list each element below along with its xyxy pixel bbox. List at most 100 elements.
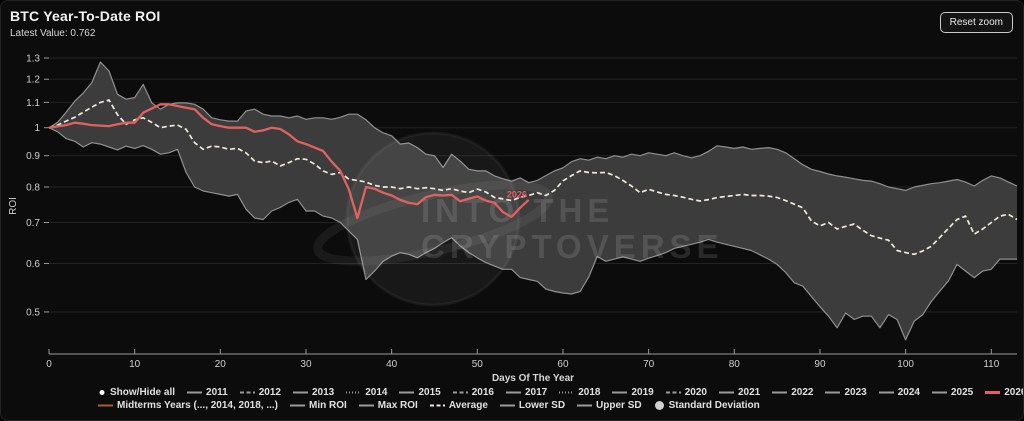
legend-item-2018[interactable]: 2018 [559,387,600,398]
svg-text:70: 70 [643,359,655,370]
svg-text:20: 20 [215,359,227,370]
legend-item-2017[interactable]: 2017 [505,387,548,398]
legend-swatch [878,391,894,394]
legend-swatch [825,391,841,394]
legend-item-label: 2012 [258,387,281,398]
legend-item-2024[interactable]: 2024 [878,387,920,398]
year-2026-line [48,103,530,220]
legend-item-label: 2015 [418,387,441,398]
svg-text:0: 0 [46,359,52,370]
legend-item-2014[interactable]: 2014 [346,387,387,398]
chart-subtitle: Latest Value: 0.762 [10,28,96,39]
legend-item-label: Max ROI [377,400,418,411]
std-deviation-band [49,62,1017,340]
legend-row-1: Show/Hide all 2011 2012 2013 2014 2015 2016 201… [98,387,1023,398]
svg-text:60: 60 [557,359,569,370]
legend-item-upper-sd[interactable]: Upper SD [577,400,642,411]
svg-text:0.7: 0.7 [26,218,40,229]
legend-item-label: 2024 [897,387,920,398]
legend-item-label: 2017 [524,387,548,398]
svg-text:40: 40 [386,359,398,370]
legend-swatch [718,391,734,394]
legend-item-standard-deviation[interactable]: Standard Deviation [654,400,760,411]
legend-swatch [99,390,105,395]
axes: 0 10 20 30 40 50 60 70 80 90 100 110 0.5 0.6 0.7 0.8 0.9… [26,53,1017,370]
legend-swatch [665,391,681,394]
legend-swatch [290,404,306,407]
legend-swatch [772,391,788,394]
legend-swatch [346,391,362,394]
legend-item-2026[interactable]: 2026 [985,387,1023,398]
legend-swatch [985,391,1001,394]
legend-item-average[interactable]: Average [429,400,488,411]
svg-text:80: 80 [729,359,741,370]
legend-item-2016[interactable]: 2016 [452,387,494,398]
legend-item-midterms-years-2014-2018[interactable]: Midterms Years (..., 2014, 2018, ...) [98,400,278,411]
legend-item-lower-sd[interactable]: Lower SD [499,400,565,411]
legend-item-min-roi[interactable]: Min ROI [290,400,347,411]
svg-text:30: 30 [300,359,312,370]
svg-text:INTO THE: INTO THE [421,192,614,229]
svg-text:1: 1 [34,123,40,134]
average-line [48,99,1018,256]
svg-text:50: 50 [472,359,484,370]
legend-item-label: 2020 [684,387,707,398]
svg-text:1.1: 1.1 [26,98,40,109]
legend-item-2011[interactable]: 2011 [187,387,228,398]
legend-swatch [98,404,113,407]
legend-swatch [187,391,203,394]
legend-item-2019[interactable]: 2019 [612,387,654,398]
legend-item-2020[interactable]: 2020 [665,387,707,398]
legend-item-2015[interactable]: 2015 [399,387,441,398]
svg-text:1.3: 1.3 [26,53,40,64]
svg-text:CRYPTOVERSE: CRYPTOVERSE [421,228,724,265]
legend-swatch [399,391,415,394]
upper-sd-line [48,61,1018,191]
svg-text:0.8: 0.8 [26,183,40,194]
legend-item-label: 2018 [578,387,601,398]
legend-swatch [654,401,664,410]
legend-swatch [559,391,575,394]
legend-item-2021[interactable]: 2021 [718,387,760,398]
svg-text:100: 100 [897,359,914,370]
svg-text:90: 90 [814,359,826,370]
legend-item-label: 2019 [631,387,654,398]
legend-item-2012[interactable]: 2012 [239,387,281,398]
svg-text:110: 110 [983,359,999,370]
legend-item-2022[interactable]: 2022 [772,387,813,398]
chart-legend: Show/Hide all 2011 2012 2013 2014 2015 2016 201… [98,387,1023,411]
legend-swatch [612,391,628,394]
legend-item-2023[interactable]: 2023 [825,387,867,398]
svg-text:0.5: 0.5 [26,307,40,318]
legend-item-2013[interactable]: 2013 [292,387,335,398]
legend-item-label: 2016 [471,387,494,398]
legend-item-label: Midterms Years (..., 2014, 2018, ...) [117,400,279,411]
legend-row-2: Midterms Years (..., 2014, 2018, ...) Min… [98,400,1023,411]
reset-zoom-button[interactable]: Reset zoom [939,12,1013,33]
chart-title: BTC Year-To-Date ROI [10,8,161,24]
legend-item-label: 2026 [1004,387,1023,398]
legend-item-label: 2025 [950,387,974,398]
legend-swatch [358,404,374,407]
legend-swatch [239,391,255,394]
legend-item-max-roi[interactable]: Max ROI [358,400,418,411]
x-axis-title: Days Of The Year [492,373,574,384]
y-axis-title: ROI [8,197,19,215]
legend-item-label: 2014 [365,387,388,398]
legend-item-label: Show/Hide all [110,387,176,398]
svg-text:0.6: 0.6 [26,259,40,270]
legend-item-label: Average [448,400,488,411]
legend-item-2025[interactable]: 2025 [931,387,974,398]
legend-item-label: 2013 [311,387,335,398]
svg-text:10: 10 [129,359,141,370]
lower-sd-line [48,127,1017,341]
series-label-2026: 2026 [507,189,527,199]
legend-item-label: 2022 [791,387,814,398]
legend-item-label: 2011 [206,387,228,398]
legend-item-show-hide-all[interactable]: Show/Hide all [98,387,175,398]
svg-text:1.2: 1.2 [26,75,40,86]
legend-swatch [931,391,947,394]
legend-swatch [577,404,593,407]
